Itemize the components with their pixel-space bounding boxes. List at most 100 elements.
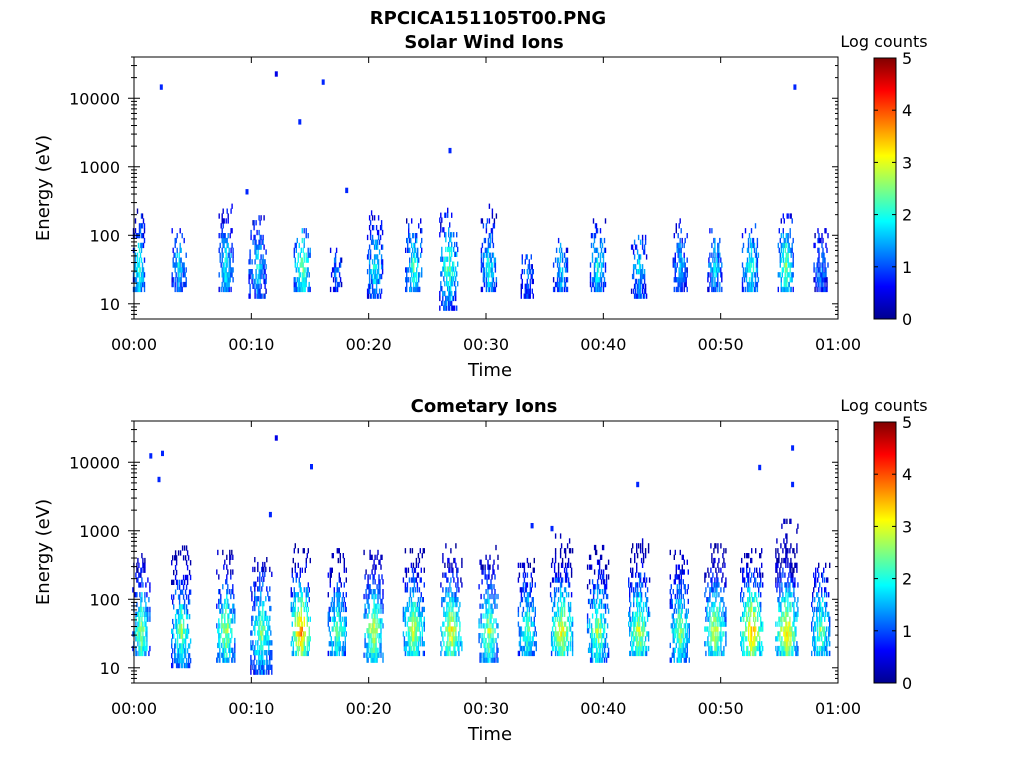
cell bbox=[529, 601, 531, 608]
cell bbox=[257, 576, 259, 582]
cell bbox=[138, 636, 140, 642]
cell bbox=[528, 645, 531, 652]
cell bbox=[590, 286, 593, 293]
cell bbox=[673, 262, 675, 268]
cell bbox=[531, 278, 533, 285]
cell bbox=[228, 286, 230, 293]
cell bbox=[450, 626, 452, 632]
cell bbox=[303, 636, 305, 642]
cell bbox=[454, 305, 456, 311]
cell bbox=[749, 286, 752, 293]
cell bbox=[301, 592, 303, 598]
cell bbox=[644, 601, 647, 608]
cell bbox=[712, 281, 714, 288]
cell bbox=[634, 264, 637, 270]
cell bbox=[371, 569, 373, 575]
cell bbox=[225, 281, 227, 288]
cell bbox=[229, 272, 231, 278]
cell bbox=[379, 647, 381, 653]
cell bbox=[177, 618, 180, 625]
cell bbox=[371, 657, 373, 663]
cell bbox=[327, 572, 329, 578]
cell bbox=[637, 269, 640, 275]
cell bbox=[339, 257, 342, 263]
cell bbox=[593, 569, 596, 575]
cell bbox=[458, 606, 460, 613]
cell bbox=[482, 252, 485, 258]
cell bbox=[444, 256, 446, 262]
cell bbox=[415, 237, 417, 244]
cell bbox=[636, 645, 638, 652]
cell bbox=[481, 637, 483, 644]
cell bbox=[251, 273, 253, 280]
cell bbox=[138, 572, 140, 578]
cell bbox=[532, 650, 534, 657]
cell bbox=[719, 237, 721, 244]
cell bbox=[231, 608, 233, 614]
cell bbox=[562, 650, 565, 657]
cell bbox=[489, 267, 492, 273]
cell bbox=[304, 601, 306, 608]
cell bbox=[786, 277, 788, 283]
cell bbox=[229, 262, 231, 268]
cell bbox=[134, 286, 137, 293]
cell bbox=[711, 553, 713, 559]
cell bbox=[563, 621, 566, 627]
cell bbox=[140, 601, 142, 608]
cell bbox=[722, 650, 724, 657]
cell bbox=[140, 213, 143, 219]
cell bbox=[678, 272, 680, 278]
cell bbox=[705, 572, 707, 578]
cell bbox=[484, 564, 486, 570]
cell bbox=[414, 631, 417, 637]
cell bbox=[448, 567, 450, 573]
cell bbox=[629, 650, 631, 657]
cell bbox=[225, 608, 227, 614]
cell bbox=[704, 592, 706, 598]
cell bbox=[559, 582, 562, 588]
cell bbox=[600, 642, 603, 649]
cell bbox=[707, 626, 709, 632]
cell bbox=[560, 281, 563, 288]
cell bbox=[303, 548, 305, 554]
cell bbox=[779, 257, 781, 263]
cell bbox=[557, 611, 560, 617]
cell bbox=[340, 631, 342, 637]
cell bbox=[344, 645, 346, 652]
cell bbox=[331, 553, 333, 559]
cell bbox=[449, 597, 451, 603]
cell bbox=[254, 645, 256, 651]
cell bbox=[558, 650, 561, 657]
cell bbox=[174, 574, 177, 581]
cell bbox=[644, 636, 647, 642]
cell bbox=[721, 577, 723, 583]
cell bbox=[686, 637, 688, 644]
cell bbox=[480, 618, 482, 624]
cell bbox=[680, 257, 682, 263]
cell bbox=[526, 601, 529, 608]
cell bbox=[632, 567, 634, 573]
cell bbox=[527, 641, 530, 647]
cell bbox=[790, 247, 792, 253]
cell bbox=[340, 257, 343, 263]
cell bbox=[220, 633, 222, 639]
cell bbox=[294, 242, 296, 249]
cell bbox=[145, 606, 147, 613]
cell bbox=[374, 244, 377, 250]
cell bbox=[456, 232, 458, 238]
cell bbox=[149, 582, 151, 588]
cell bbox=[375, 254, 378, 260]
cell bbox=[641, 264, 644, 270]
cell bbox=[489, 623, 491, 629]
cell bbox=[645, 631, 648, 637]
cell bbox=[635, 616, 637, 622]
cell bbox=[176, 286, 178, 293]
cell bbox=[143, 237, 146, 244]
cell bbox=[790, 213, 792, 219]
cell bbox=[262, 259, 264, 265]
cell bbox=[330, 572, 332, 578]
cell bbox=[452, 266, 454, 272]
cell bbox=[683, 262, 685, 268]
cell bbox=[145, 631, 147, 637]
cell bbox=[527, 636, 530, 642]
